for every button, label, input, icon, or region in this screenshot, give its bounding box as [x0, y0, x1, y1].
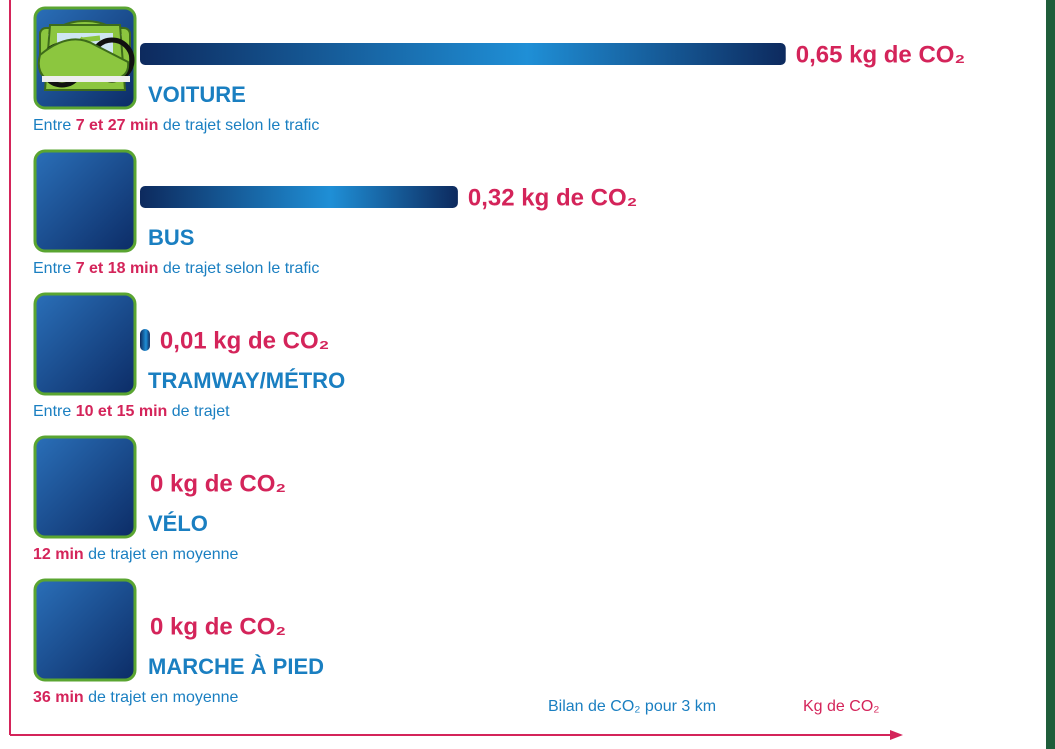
description: Entre 7 et 18 min de trajet selon le tra… — [33, 260, 319, 277]
category-label: MARCHE À PIED — [148, 654, 324, 679]
description-part: 12 min — [33, 546, 84, 563]
bar — [140, 43, 786, 65]
description-part: de trajet — [167, 403, 230, 420]
description-part: 36 min — [33, 689, 84, 706]
description-part: de trajet en moyenne — [84, 546, 239, 563]
description-part: Entre — [33, 117, 76, 134]
axis-arrow — [890, 730, 903, 740]
description-part: 7 et 27 min — [76, 117, 159, 134]
description-part: de trajet selon le trafic — [158, 260, 319, 277]
description: Entre 10 et 15 min de trajet — [33, 403, 230, 420]
description-part: Entre — [33, 403, 76, 420]
description-part: de trajet selon le trafic — [158, 117, 319, 134]
category-label: VÉLO — [148, 511, 208, 536]
value-label: 0,65 kg de CO₂ — [796, 41, 965, 68]
description-part: Entre — [33, 260, 76, 277]
description-part: de trajet en moyenne — [84, 689, 239, 706]
chart: Bilan de CO₂ pour 3 km Kg de CO₂ 0,65 kg… — [0, 0, 1055, 749]
icon-frame — [35, 437, 135, 537]
icon-frame — [35, 294, 135, 394]
icon-frame — [35, 151, 135, 251]
bar — [140, 186, 458, 208]
sole — [42, 76, 130, 82]
x-axis-unit: Kg de CO₂ — [803, 698, 879, 715]
value-label: 0 kg de CO₂ — [150, 613, 286, 640]
category-label: BUS — [148, 225, 194, 250]
description: 12 min de trajet en moyenne — [33, 546, 239, 563]
description: 36 min de trajet en moyenne — [33, 689, 239, 706]
bar — [140, 329, 150, 351]
x-axis-label: Bilan de CO₂ pour 3 km — [548, 698, 716, 715]
description-part: 10 et 15 min — [76, 403, 168, 420]
icon — [35, 38, 135, 537]
category-label: TRAMWAY/MÉTRO — [148, 368, 345, 393]
category-label: VOITURE — [148, 82, 246, 107]
value-label: 0 kg de CO₂ — [150, 470, 286, 497]
value-label: 0,01 kg de CO₂ — [160, 327, 329, 354]
description: Entre 7 et 27 min de trajet selon le tra… — [33, 117, 319, 134]
value-label: 0,32 kg de CO₂ — [468, 184, 637, 211]
icon-frame — [35, 580, 135, 680]
description-part: 7 et 18 min — [76, 260, 159, 277]
edge-strip — [1046, 0, 1055, 749]
